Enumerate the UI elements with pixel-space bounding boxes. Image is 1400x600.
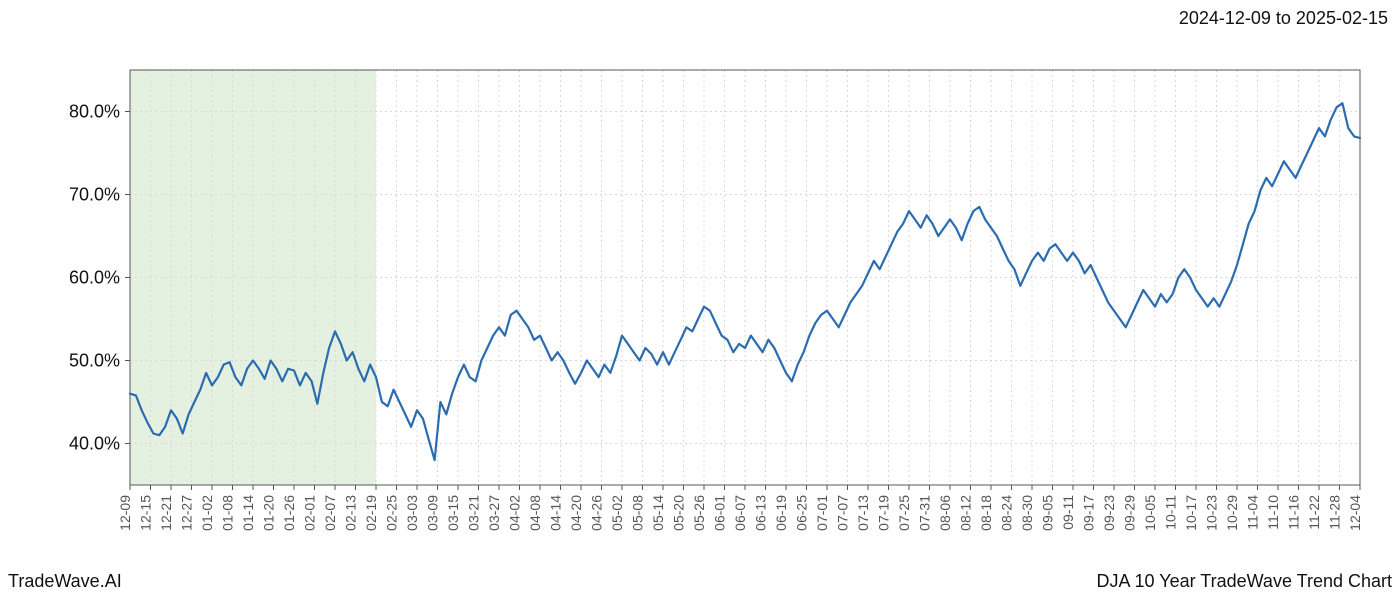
x-tick-label: 12-15 <box>138 495 154 531</box>
x-tick-label: 12-21 <box>158 495 174 531</box>
x-tick-label: 03-09 <box>425 495 441 531</box>
chart-canvas: 40.0% 50.0% 60.0% 70.0% 80.0% 12-09 12-1512-21… <box>30 40 1380 560</box>
x-tick-label: 11-10 <box>1265 495 1281 530</box>
x-tick-label: 10-23 <box>1204 495 1220 531</box>
y-tick-label: 50.0% <box>69 351 120 371</box>
x-tick-label: 09-29 <box>1122 495 1138 531</box>
x-tick-label: 07-31 <box>917 495 933 531</box>
date-range-label: 2024-12-09 to 2025-02-15 <box>1179 8 1388 29</box>
x-tick-label: 04-26 <box>589 495 605 531</box>
x-tick-label: 10-05 <box>1142 495 1158 531</box>
x-tick-label: 11-04 <box>1245 495 1261 530</box>
x-tick-label: 12-04 <box>1347 495 1363 531</box>
y-tick-label: 60.0% <box>69 268 120 288</box>
x-tick-label: 10-29 <box>1224 495 1240 531</box>
x-tick-label: 07-07 <box>835 495 851 531</box>
x-tick-label: 03-15 <box>445 495 461 531</box>
x-tick-label: 06-07 <box>732 495 748 531</box>
x-tick-label: 08-30 <box>1019 495 1035 531</box>
y-tick-label: 80.0% <box>69 102 120 122</box>
x-tick-label: 09-05 <box>1040 495 1056 531</box>
x-tick-label: 09-23 <box>1101 495 1117 531</box>
x-tick-label: 05-26 <box>691 495 707 531</box>
x-tick-label: 04-08 <box>527 495 543 531</box>
x-tick-label: 11-16 <box>1286 495 1302 530</box>
x-tick-label: 04-02 <box>507 495 523 531</box>
x-tick-label: 08-06 <box>937 495 953 531</box>
x-tick-label: 04-20 <box>568 495 584 531</box>
x-tick-label: 09-17 <box>1081 495 1097 531</box>
x-tick-label: 05-02 <box>609 495 625 531</box>
x-tick-label: 02-19 <box>363 495 379 531</box>
x-tick-label: 12-09 <box>117 495 133 531</box>
x-tick-label: 05-08 <box>630 495 646 531</box>
x-tick-label: 07-01 <box>814 495 830 531</box>
x-tick-label: 03-27 <box>486 495 502 531</box>
x-tick-label: 07-25 <box>896 495 912 531</box>
x-tick-label: 10-17 <box>1183 495 1199 531</box>
x-tick-label: 01-14 <box>240 495 256 531</box>
y-tick-label: 40.0% <box>69 434 120 454</box>
x-tick-label: 03-21 <box>466 495 482 531</box>
trend-chart: 40.0% 50.0% 60.0% 70.0% 80.0% 12-09 12-1512-21… <box>30 40 1380 560</box>
x-tick-label: 07-19 <box>876 495 892 531</box>
x-tick-label: 02-07 <box>322 495 338 531</box>
x-tick-label: 02-13 <box>343 495 359 531</box>
x-tick-label: 07-13 <box>855 495 871 531</box>
x-tick-label: 12-27 <box>179 495 195 531</box>
x-tick-label: 06-13 <box>753 495 769 531</box>
y-tick-label: 70.0% <box>69 185 120 205</box>
x-tick-label: 06-25 <box>794 495 810 531</box>
x-tick-label: 08-24 <box>999 495 1015 531</box>
x-tick-label: 11-28 <box>1327 495 1343 530</box>
x-tick-label: 05-20 <box>671 495 687 531</box>
x-tick-label: 01-08 <box>220 495 236 531</box>
brand-label: TradeWave.AI <box>8 571 122 592</box>
chart-title: DJA 10 Year TradeWave Trend Chart <box>1097 571 1393 592</box>
x-tick-label: 11-22 <box>1306 495 1322 530</box>
x-tick-label: 06-19 <box>773 495 789 531</box>
x-tick-label: 05-14 <box>650 495 666 531</box>
x-tick-label: 02-25 <box>384 495 400 531</box>
x-tick-label: 01-26 <box>281 495 297 531</box>
x-tick-label: 06-01 <box>712 495 728 531</box>
x-tick-label: 03-03 <box>404 495 420 531</box>
x-tick-label: 08-18 <box>978 495 994 531</box>
x-tick-label: 01-20 <box>261 495 277 531</box>
x-tick-label: 09-11 <box>1060 495 1076 530</box>
x-tick-label: 08-12 <box>958 495 974 531</box>
x-tick-label: 10-11 <box>1163 495 1179 530</box>
x-tick-label: 04-14 <box>548 495 564 531</box>
x-tick-label: 02-01 <box>302 495 318 531</box>
x-tick-label: 01-02 <box>199 495 215 531</box>
